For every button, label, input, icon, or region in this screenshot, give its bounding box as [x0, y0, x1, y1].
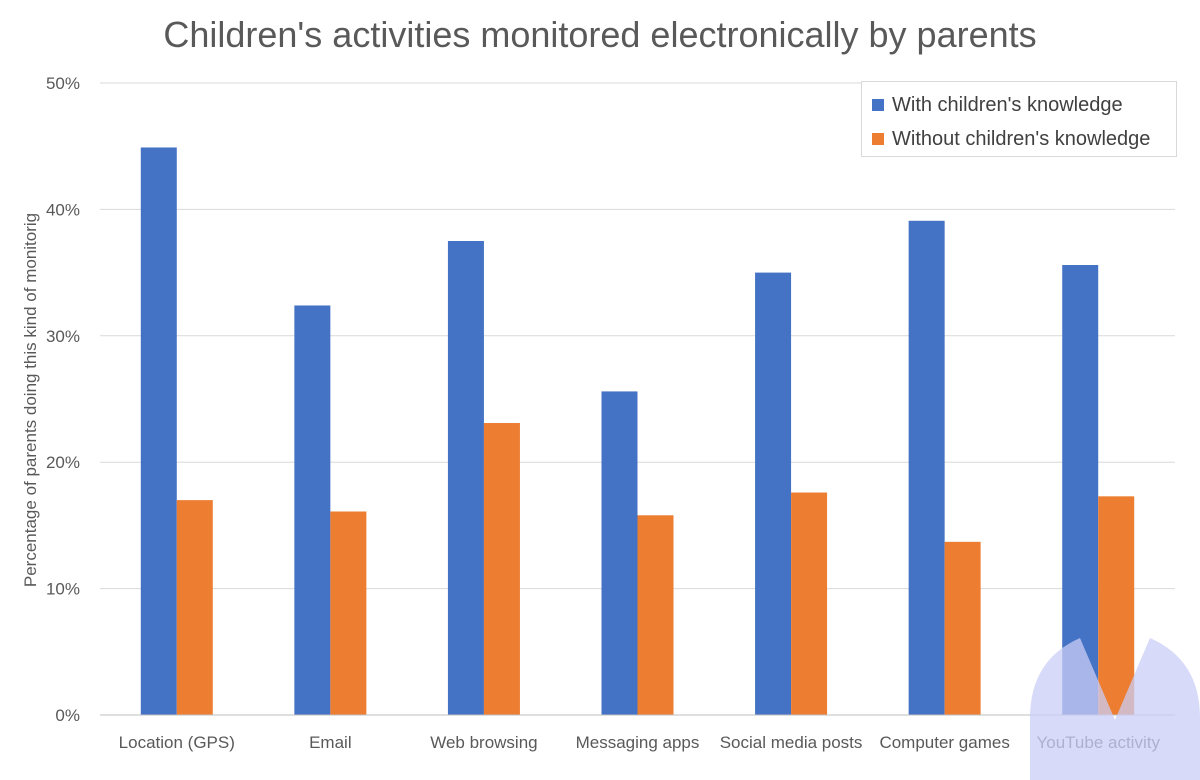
- x-tick-label: Location (GPS): [119, 733, 235, 752]
- bar-without-knowledge: [483, 423, 520, 715]
- bar-with-knowledge: [447, 241, 484, 715]
- bars: [140, 147, 1135, 716]
- legend-label: Without children's knowledge: [892, 127, 1151, 150]
- x-tick-label: Email: [309, 733, 352, 752]
- bar-with-knowledge: [140, 147, 177, 716]
- legend-swatch-orange: [872, 133, 884, 145]
- x-tick-label: Computer games: [879, 733, 1009, 752]
- bar-without-knowledge: [944, 541, 981, 715]
- bar-with-knowledge: [755, 272, 792, 715]
- watermark-logo-icon: [1030, 638, 1200, 780]
- legend-item-with-knowledge: With children's knowledge: [862, 88, 1176, 122]
- y-tick-label: 20%: [46, 453, 80, 472]
- bar-without-knowledge: [637, 515, 674, 715]
- y-tick-label: 10%: [46, 580, 80, 599]
- legend-label: With children's knowledge: [892, 93, 1123, 116]
- bar-without-knowledge: [1098, 496, 1135, 715]
- chart-legend: With children's knowledge Without childr…: [861, 81, 1177, 157]
- bar-without-knowledge: [330, 511, 367, 715]
- x-tick-label: Messaging apps: [576, 733, 700, 752]
- y-tick-label: 0%: [55, 706, 80, 725]
- x-tick-label: Web browsing: [430, 733, 537, 752]
- chart-title: Children's activities monitored electron…: [163, 14, 1037, 55]
- y-axis-label: Percentage of parents doing this kind of…: [21, 213, 40, 587]
- bar-with-knowledge: [601, 391, 638, 715]
- x-tick-label: Social media posts: [720, 733, 863, 752]
- legend-swatch-blue: [872, 99, 884, 111]
- y-tick-label: 50%: [46, 74, 80, 93]
- bar-without-knowledge: [176, 500, 213, 715]
- y-tick-label: 40%: [46, 200, 80, 219]
- legend-item-without-knowledge: Without children's knowledge: [862, 122, 1176, 156]
- bar-with-knowledge: [908, 220, 945, 715]
- y-tick-label: 30%: [46, 327, 80, 346]
- bar-without-knowledge: [791, 492, 828, 715]
- bar-with-knowledge: [294, 305, 331, 715]
